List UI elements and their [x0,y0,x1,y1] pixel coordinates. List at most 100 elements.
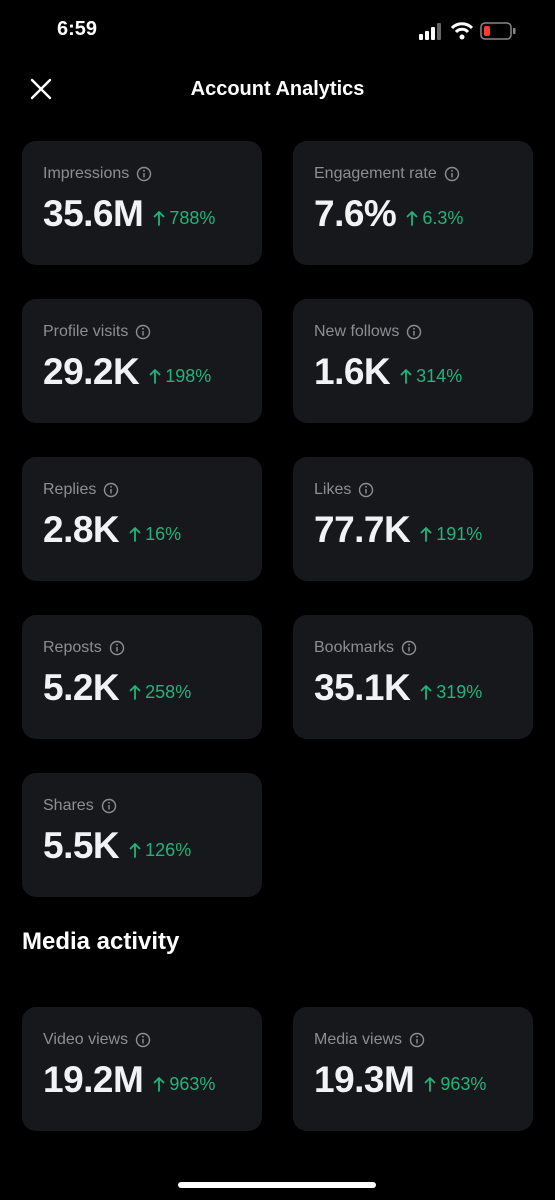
up-arrow [420,685,432,700]
metric-change: 6.3% [406,208,463,229]
metric-change: 963% [153,1074,215,1095]
metric-label: Reposts [43,639,102,656]
metric-label: New follows [314,323,400,340]
metric-change: 258% [129,682,191,703]
metric-change: 788% [153,208,215,229]
up-arrow [420,527,432,542]
info-icon[interactable] [444,166,460,182]
info-icon[interactable] [136,166,152,182]
metric-card: Likes 77.7K 191% [293,457,533,581]
metric-label: Impressions [43,165,130,182]
metric-card: Shares 5.5K 126% [22,773,262,897]
info-icon[interactable] [135,324,151,340]
value-row: 29.2K 198% [43,351,211,393]
metric-card: Media views 19.3M 963% [293,1007,533,1131]
label-row: Bookmarks [314,639,417,657]
up-arrow [400,369,412,384]
metric-label: Likes [314,481,352,498]
info-icon[interactable] [409,1032,425,1048]
up-arrow [129,527,141,542]
metric-card: Bookmarks 35.1K 319% [293,615,533,739]
up-arrow [153,211,165,226]
metric-value: 2.8K [43,509,120,550]
value-row: 5.2K 258% [43,667,191,709]
change-value: 314% [416,365,463,386]
up-arrow [153,1077,165,1092]
label-row: Reposts [43,639,125,657]
metric-card: Engagement rate 7.6% 6.3% [293,141,533,265]
metric-change: 963% [424,1074,486,1095]
change-value: 258% [145,681,192,702]
change-value: 126% [145,839,192,860]
metric-value: 19.2M [43,1059,144,1100]
metric-change: 198% [149,366,211,387]
metric-value: 77.7K [314,509,411,550]
metric-change: 16% [129,524,181,545]
change-value: 198% [165,365,212,386]
metric-label: Media views [314,1031,403,1048]
up-arrow [149,369,161,384]
change-value: 191% [436,523,483,544]
value-row: 19.3M 963% [314,1059,486,1101]
label-row: Media views [314,1031,425,1049]
change-value: 788% [169,207,216,228]
metric-label: Video views [43,1031,129,1048]
metric-value: 5.2K [43,667,120,708]
label-row: Video views [43,1031,151,1049]
label-row: New follows [314,323,422,341]
change-value: 319% [436,681,483,702]
section-title: Media activity [22,928,180,955]
info-icon[interactable] [101,798,117,814]
metric-label: Replies [43,481,97,498]
info-icon[interactable] [135,1032,151,1048]
value-row: 19.2M 963% [43,1059,215,1101]
info-icon[interactable] [358,482,374,498]
metric-card: Video views 19.2M 963% [22,1007,262,1131]
metric-label: Engagement rate [314,165,437,182]
change-value: 963% [169,1073,216,1094]
value-row: 35.6M 788% [43,193,215,235]
value-row: 77.7K 191% [314,509,482,551]
metric-card: Impressions 35.6M 788% [22,141,262,265]
info-icon[interactable] [401,640,417,656]
info-icon[interactable] [109,640,125,656]
metric-change: 191% [420,524,482,545]
info-icon[interactable] [103,482,119,498]
value-row: 5.5K 126% [43,825,191,867]
label-row: Profile visits [43,323,151,341]
metric-value: 5.5K [43,825,120,866]
up-arrow [129,843,141,858]
metric-card: New follows 1.6K 314% [293,299,533,423]
change-value: 963% [440,1073,487,1094]
metric-value: 7.6% [314,193,397,234]
metric-card: Replies 2.8K 16% [22,457,262,581]
header: Account Analytics [0,60,555,118]
metric-value: 19.3M [314,1059,415,1100]
up-arrow [406,211,418,226]
metric-value: 35.1K [314,667,411,708]
label-row: Impressions [43,165,152,183]
label-row: Replies [43,481,119,499]
metric-value: 35.6M [43,193,144,234]
header-title: Account Analytics [190,78,365,100]
label-row: Likes [314,481,374,499]
home-indicator [178,1182,376,1188]
status-icons [419,22,516,40]
change-value: 6.3% [422,207,464,228]
metric-value: 29.2K [43,351,140,392]
media-grid: Video views 19.2M 963% Media views 19.3M 963% [22,1007,533,1131]
close-button[interactable] [28,76,54,102]
value-row: 1.6K 314% [314,351,462,393]
metric-change: 314% [400,366,462,387]
value-row: 35.1K 319% [314,667,482,709]
metrics-grid: Impressions 35.6M 788% Engagement rate 7.6% 6… [22,141,533,897]
label-row: Shares [43,797,117,815]
up-arrow [424,1077,436,1092]
status-time: 6:59 [57,18,98,40]
metric-value: 1.6K [314,351,391,392]
info-icon[interactable] [406,324,422,340]
metric-change: 319% [420,682,482,703]
metric-card: Profile visits 29.2K 198% [22,299,262,423]
metric-label: Profile visits [43,323,129,340]
value-row: 2.8K 16% [43,509,181,551]
